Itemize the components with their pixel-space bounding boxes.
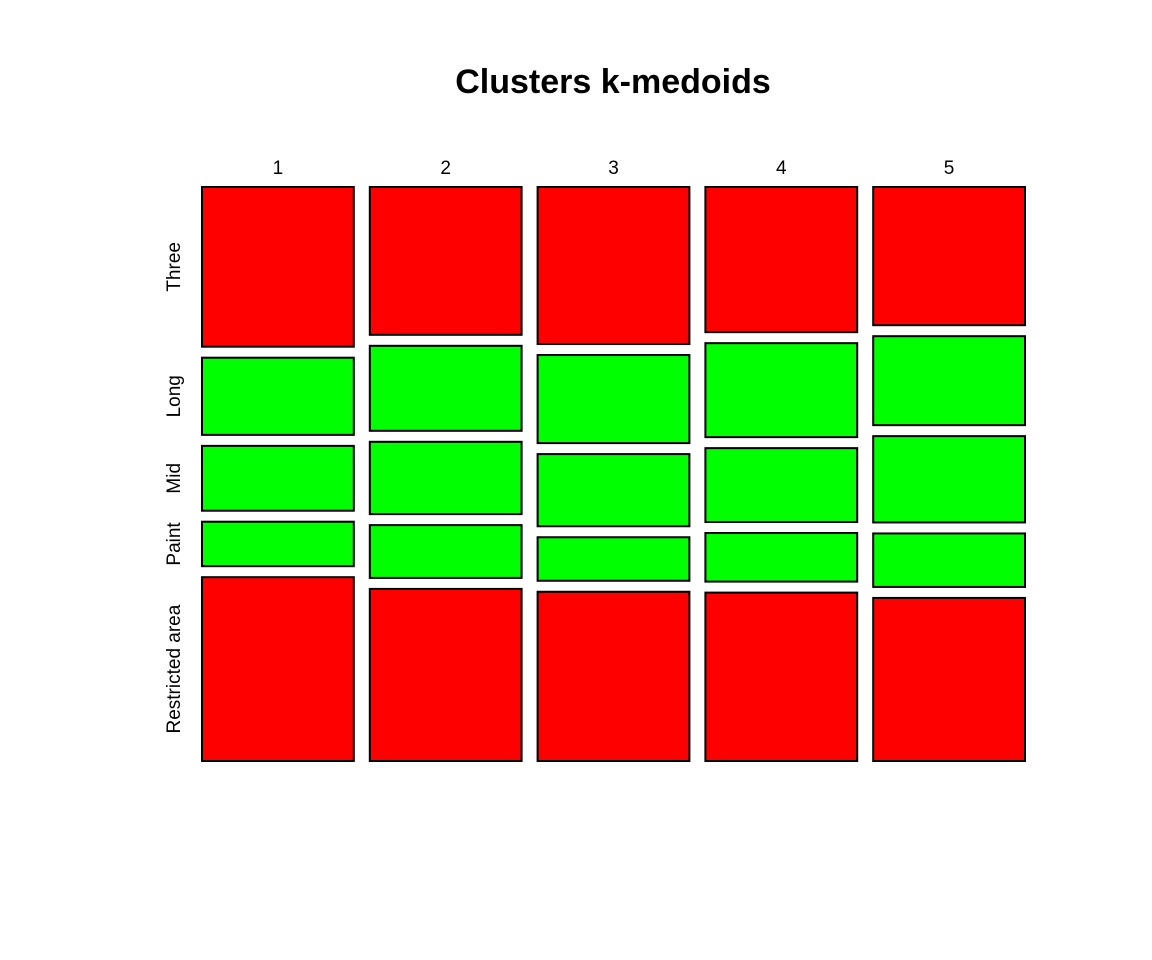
tile-three-col-3 — [536, 186, 691, 346]
row-label-three: Three — [164, 242, 185, 292]
row-labels: Three Long Mid Paint Restricted area — [164, 242, 185, 733]
tile-paint-col-5 — [872, 532, 1027, 588]
tile-long-col-5 — [872, 335, 1027, 427]
tile-mid-col-4 — [704, 447, 859, 524]
tile-mid-col-3 — [536, 453, 691, 528]
tile-paint-col-2 — [368, 524, 523, 579]
tile-paint-col-1 — [201, 520, 355, 568]
row-label-mid: Mid — [164, 463, 185, 494]
row-label-paint: Paint — [164, 522, 185, 566]
column-label-2: 2 — [440, 158, 451, 179]
tile-long-col-4 — [704, 342, 859, 439]
tile-mid-col-5 — [872, 435, 1027, 524]
tile-restricted-area-col-2 — [368, 587, 523, 763]
tile-restricted-area-col-5 — [872, 596, 1027, 763]
column-label-3: 3 — [608, 158, 619, 179]
tile-three-col-5 — [872, 186, 1027, 327]
tile-three-col-4 — [704, 186, 859, 334]
tile-mid-col-1 — [201, 444, 355, 512]
chart-title: Clusters k-medoids — [455, 63, 771, 101]
tile-paint-col-3 — [536, 536, 691, 582]
tile-three-col-2 — [368, 186, 523, 336]
tile-restricted-area-col-1 — [201, 576, 355, 762]
row-label-restricted-area: Restricted area — [164, 604, 185, 733]
column-label-4: 4 — [776, 158, 787, 179]
row-label-long: Long — [164, 375, 185, 417]
column-label-1: 1 — [273, 158, 284, 179]
tile-long-col-2 — [368, 344, 523, 432]
tile-long-col-1 — [201, 356, 355, 436]
column-label-5: 5 — [944, 158, 955, 179]
column-labels: 1 2 3 4 5 — [273, 158, 955, 179]
tile-paint-col-4 — [704, 532, 859, 583]
mosaic-tiles — [201, 186, 1027, 763]
tile-mid-col-2 — [368, 440, 523, 516]
tile-restricted-area-col-4 — [704, 591, 859, 762]
tile-restricted-area-col-3 — [536, 590, 691, 762]
tile-long-col-3 — [536, 354, 691, 445]
tile-three-col-1 — [201, 186, 355, 348]
